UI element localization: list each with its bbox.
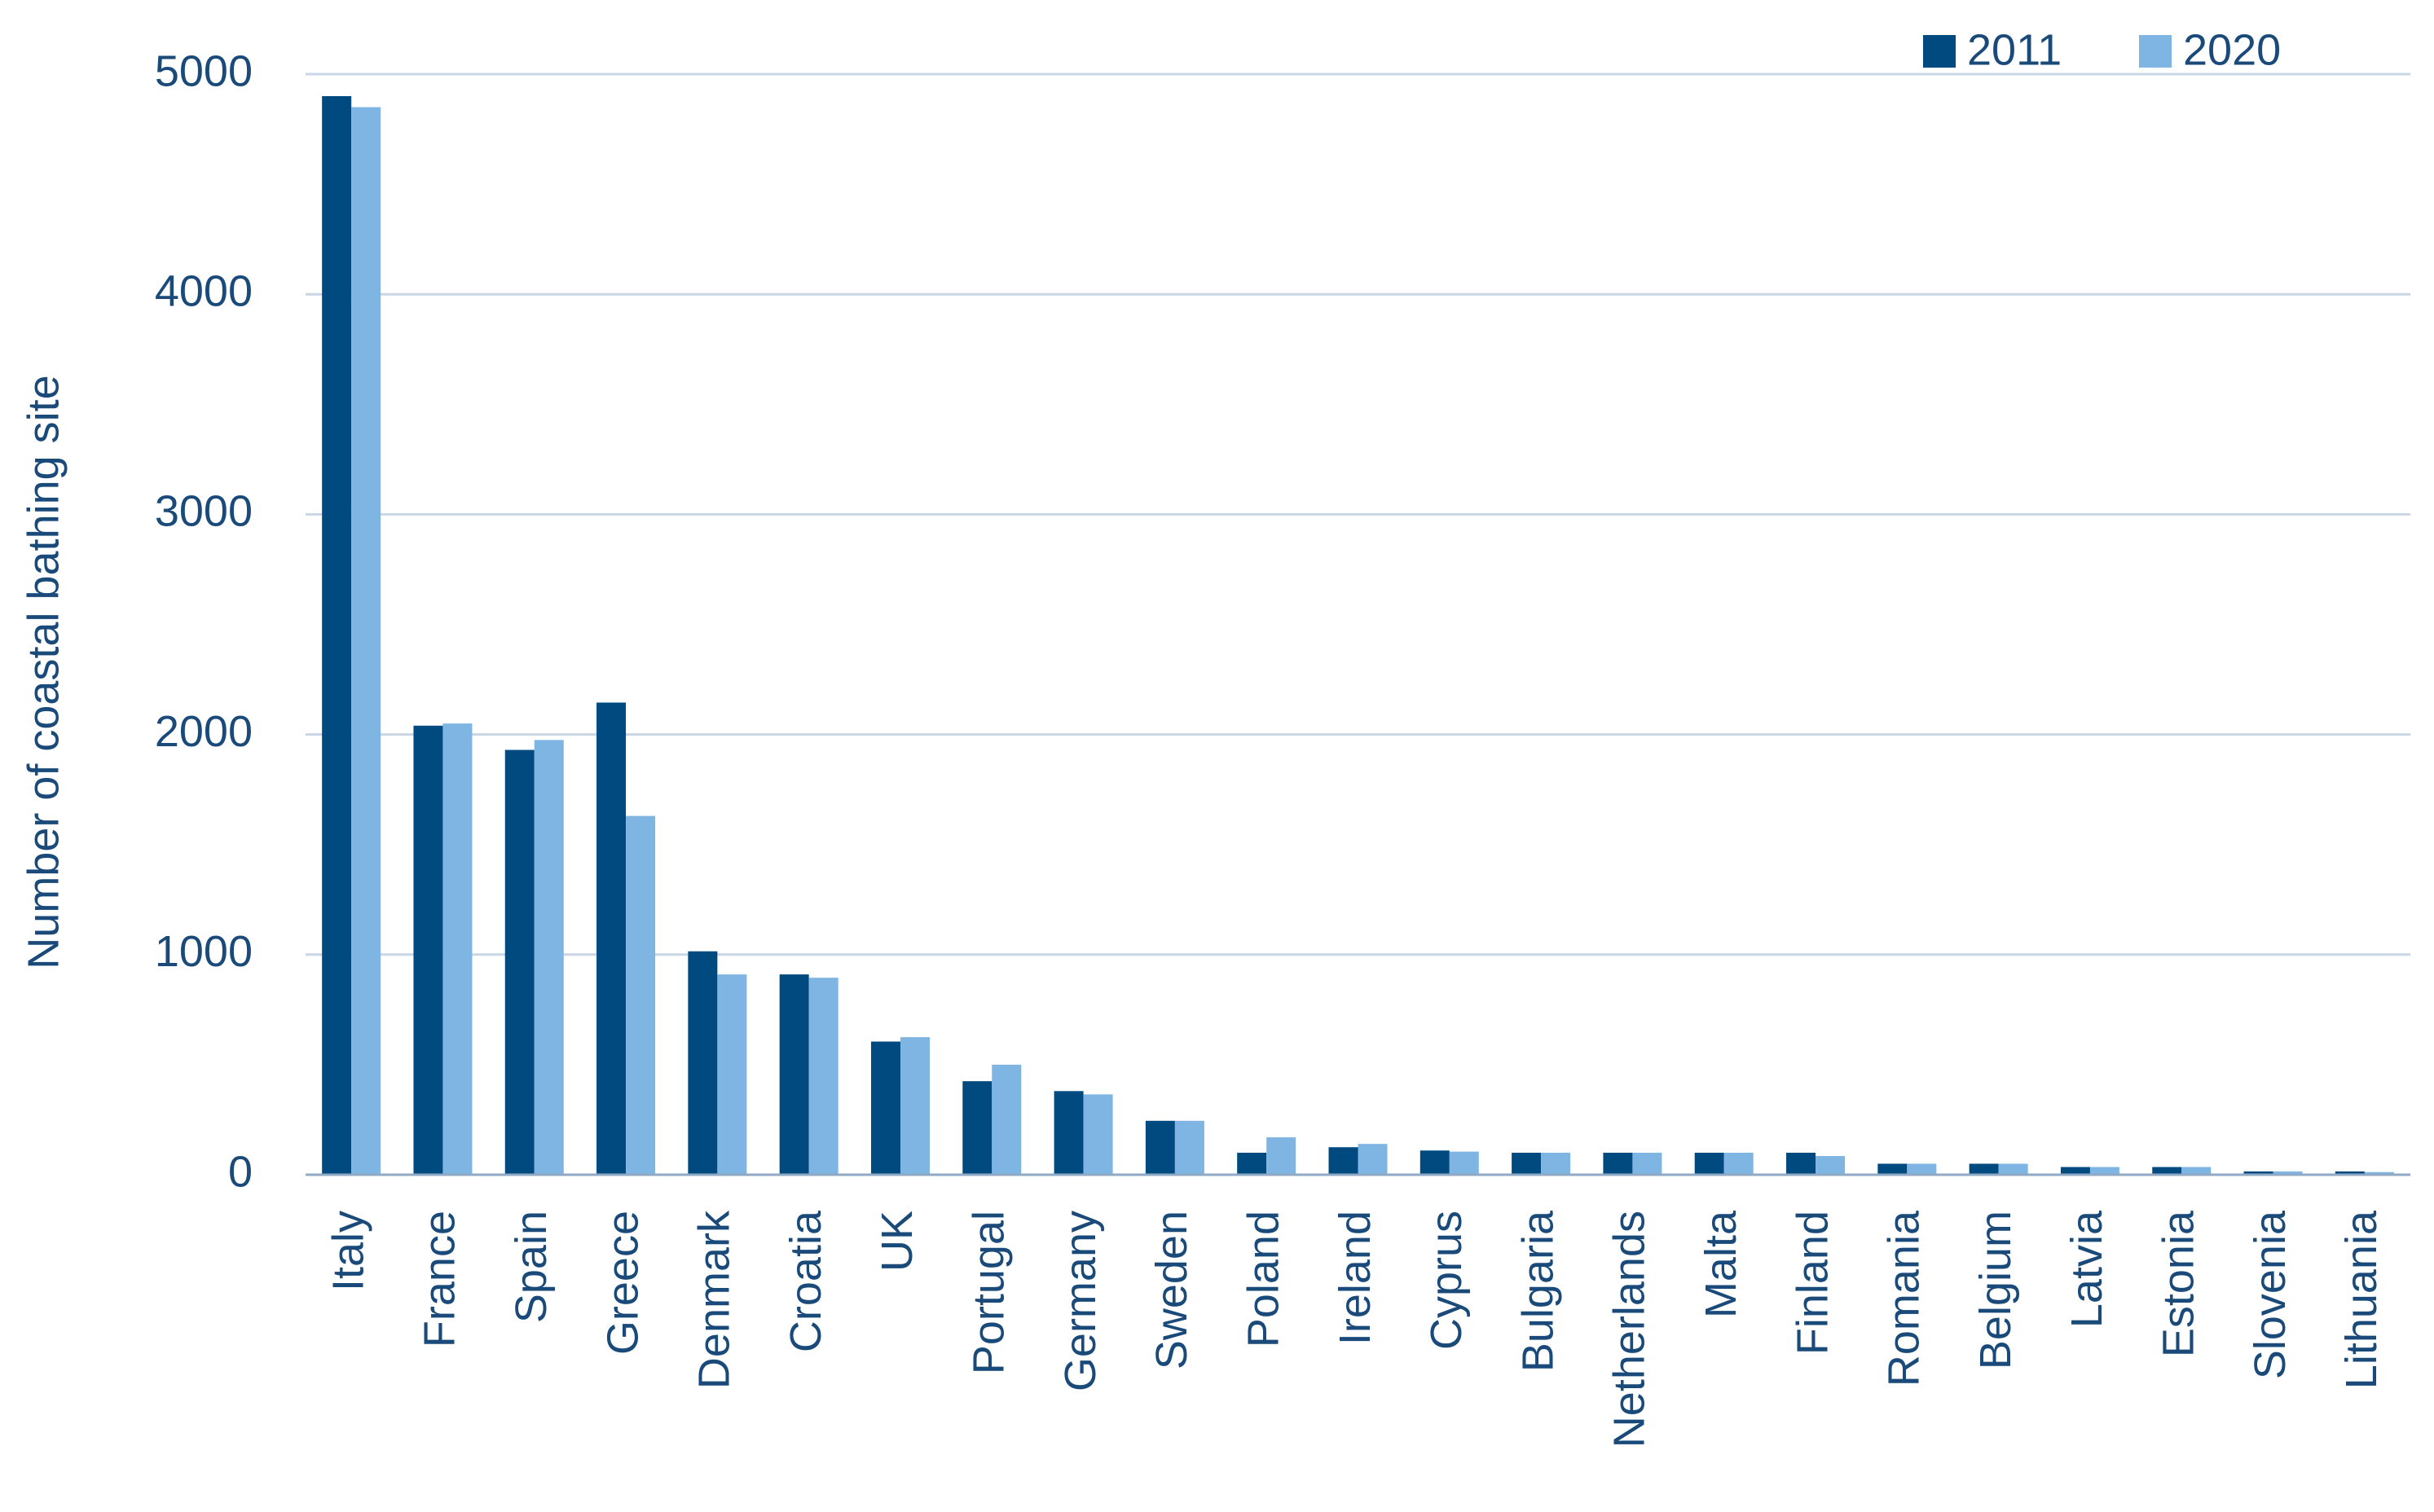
legend-swatch xyxy=(1923,35,1956,68)
x-tick-label: Spain xyxy=(507,1211,556,1323)
bar xyxy=(1174,1120,1204,1175)
x-tick-label: Sweden xyxy=(1147,1211,1196,1369)
bar xyxy=(1816,1156,1846,1175)
bar xyxy=(596,702,627,1175)
bar xyxy=(1632,1152,1662,1175)
bar xyxy=(2089,1167,2119,1175)
x-tick-label: Slovenia xyxy=(2246,1210,2295,1379)
bar xyxy=(962,1081,993,1175)
bar xyxy=(1786,1152,1816,1175)
legend-swatch xyxy=(2139,35,2172,68)
bar xyxy=(779,974,809,1175)
x-tick-label: Germany xyxy=(1056,1211,1105,1391)
bar xyxy=(808,978,838,1175)
y-tick-label: 4000 xyxy=(155,266,253,315)
bar xyxy=(1907,1163,1937,1175)
x-tick-label: Cyprus xyxy=(1422,1211,1471,1350)
bar xyxy=(351,107,381,1175)
bar xyxy=(1998,1163,2028,1175)
bar xyxy=(2273,1171,2303,1175)
y-tick-label: 5000 xyxy=(155,46,253,95)
y-tick-label: 1000 xyxy=(155,927,253,976)
x-tick-label: UK xyxy=(873,1211,922,1272)
bar xyxy=(2181,1167,2212,1175)
bar xyxy=(1694,1152,1724,1175)
bar xyxy=(1145,1120,1175,1175)
bar xyxy=(1512,1152,1542,1175)
x-tick-label: Bulgaria xyxy=(1513,1210,1562,1372)
bar xyxy=(2060,1167,2090,1175)
bar xyxy=(1358,1144,1388,1175)
legend-label: 2020 xyxy=(2183,25,2281,74)
bar xyxy=(1419,1150,1450,1175)
bar xyxy=(1449,1151,1479,1175)
x-tick-label: Greece xyxy=(598,1211,647,1355)
x-tick-label: France xyxy=(416,1211,464,1347)
bar xyxy=(1723,1152,1754,1175)
x-tick-label: Italy xyxy=(324,1211,372,1291)
bar xyxy=(1266,1137,1296,1175)
bar xyxy=(413,725,443,1175)
bar xyxy=(626,815,656,1175)
bar xyxy=(1877,1163,1908,1175)
bar xyxy=(2152,1167,2182,1175)
bar xyxy=(688,951,718,1175)
bar xyxy=(870,1041,900,1175)
x-tick-label: Malta xyxy=(1697,1210,1745,1318)
y-tick-label: 0 xyxy=(228,1147,253,1196)
bar xyxy=(504,749,535,1175)
bar xyxy=(1083,1094,1113,1175)
y-tick-label: 2000 xyxy=(155,707,253,756)
x-tick-label: Ireland xyxy=(1331,1211,1380,1345)
x-tick-label: Denmark xyxy=(690,1210,739,1389)
x-tick-label: Netherlands xyxy=(1605,1211,1654,1448)
x-tick-label: Lithuania xyxy=(2337,1210,2386,1389)
x-tick-label: Estonia xyxy=(2155,1210,2203,1357)
bar xyxy=(1603,1152,1633,1175)
x-tick-label: Finland xyxy=(1788,1211,1837,1355)
bar xyxy=(1969,1163,1999,1175)
bar xyxy=(534,740,564,1175)
x-tick-label: Romania xyxy=(1880,1210,1929,1387)
bar xyxy=(1328,1147,1358,1175)
bar xyxy=(442,723,473,1175)
legend-label: 2011 xyxy=(1967,25,2062,74)
bar xyxy=(1541,1152,1571,1175)
bar xyxy=(1054,1091,1084,1175)
x-tick-label: Poland xyxy=(1239,1211,1287,1347)
bar xyxy=(900,1037,930,1175)
bar xyxy=(992,1064,1022,1175)
x-tick-label: Latvia xyxy=(2062,1210,2111,1328)
bar xyxy=(1237,1152,1267,1175)
bar xyxy=(2335,1171,2365,1175)
x-tick-label: Portugal xyxy=(965,1211,1014,1374)
bar xyxy=(717,974,747,1175)
bar xyxy=(2364,1171,2394,1175)
bar xyxy=(322,96,352,1175)
x-tick-label: Belgium xyxy=(1971,1211,2020,1369)
y-axis-label: Number of coastal bathing site xyxy=(19,375,68,969)
bar xyxy=(2243,1171,2273,1175)
y-tick-label: 3000 xyxy=(155,487,253,536)
x-tick-label: Croatia xyxy=(781,1210,830,1352)
